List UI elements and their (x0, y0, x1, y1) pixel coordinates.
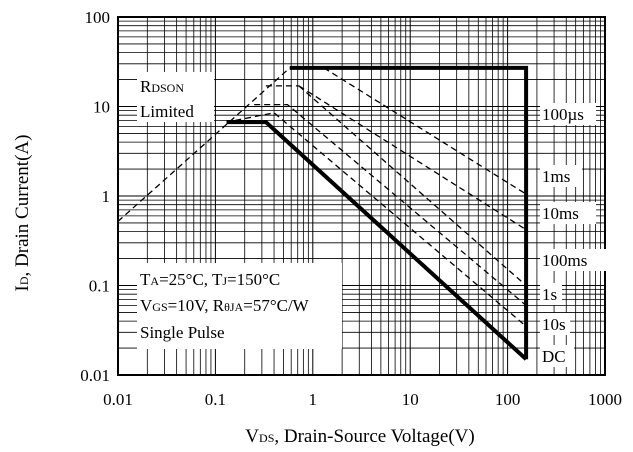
curve-10ms (298, 85, 527, 231)
y-tick-label: 0.1 (89, 277, 110, 296)
curve-1s (254, 103, 527, 306)
label-bg-1s (540, 283, 562, 305)
conditions-line3: Single Pulse (140, 323, 225, 342)
x-tick-label: 100 (495, 390, 521, 409)
x-tick-label: 0.1 (205, 390, 226, 409)
label-bg-100us (540, 103, 596, 125)
curve-100-s (289, 65, 529, 360)
rdson-label-bg (137, 72, 214, 122)
y-tick-label: 10 (93, 98, 110, 117)
curves (117, 65, 529, 361)
curve-label-1ms: 1ms (542, 167, 570, 186)
rdson-label-line2: Limited (140, 102, 194, 121)
x-axis-label: VDS, Drain-Source Voltage(V) (245, 426, 474, 447)
y-axis-label: ID, Drain Current(A) (12, 135, 33, 292)
curve-label-1s: 1s (542, 285, 557, 304)
y-tick-label: 1 (102, 187, 111, 206)
curve-label-10s: 10s (542, 315, 566, 334)
x-tick-label: 0.01 (103, 390, 133, 409)
curve-10s (235, 112, 527, 327)
x-tick-label: 1000 (588, 390, 622, 409)
label-bg-100ms (540, 249, 606, 271)
conditions-box-bg (137, 263, 342, 349)
conditions-line2: VGS=10V, RθJA=57°C/W (140, 296, 310, 315)
label-bg-dc (540, 345, 574, 367)
label-bg-1ms (540, 165, 582, 187)
x-tick-label: 1 (309, 390, 318, 409)
label-bg-10s (540, 313, 570, 335)
x-tick-label: 10 (402, 390, 419, 409)
curve-label-dc: DC (542, 347, 566, 366)
curve-label-100ms: 100ms (542, 251, 587, 270)
label-bg-10ms (540, 202, 596, 224)
curve-labels: 100µs 1ms 10ms 100ms 1s 10s DC (540, 103, 606, 367)
tick-labels: 0.01 0.1 1 10 100 1000 0.01 0.1 1 10 100 (80, 8, 622, 409)
y-tick-label: 100 (85, 8, 111, 27)
curve-rdson-limited (117, 67, 291, 222)
curve-100ms-fall (298, 85, 527, 286)
curve-dc (226, 120, 528, 361)
plot-frame (117, 16, 606, 376)
curve-label-100us: 100µs (542, 105, 584, 124)
y-tick-label: 0.01 (80, 366, 110, 385)
conditions-line1: TA=25°C, TJ=150°C (140, 270, 280, 289)
rdson-label-line1: RDSON (140, 77, 184, 96)
curve-label-10ms: 10ms (542, 204, 579, 223)
